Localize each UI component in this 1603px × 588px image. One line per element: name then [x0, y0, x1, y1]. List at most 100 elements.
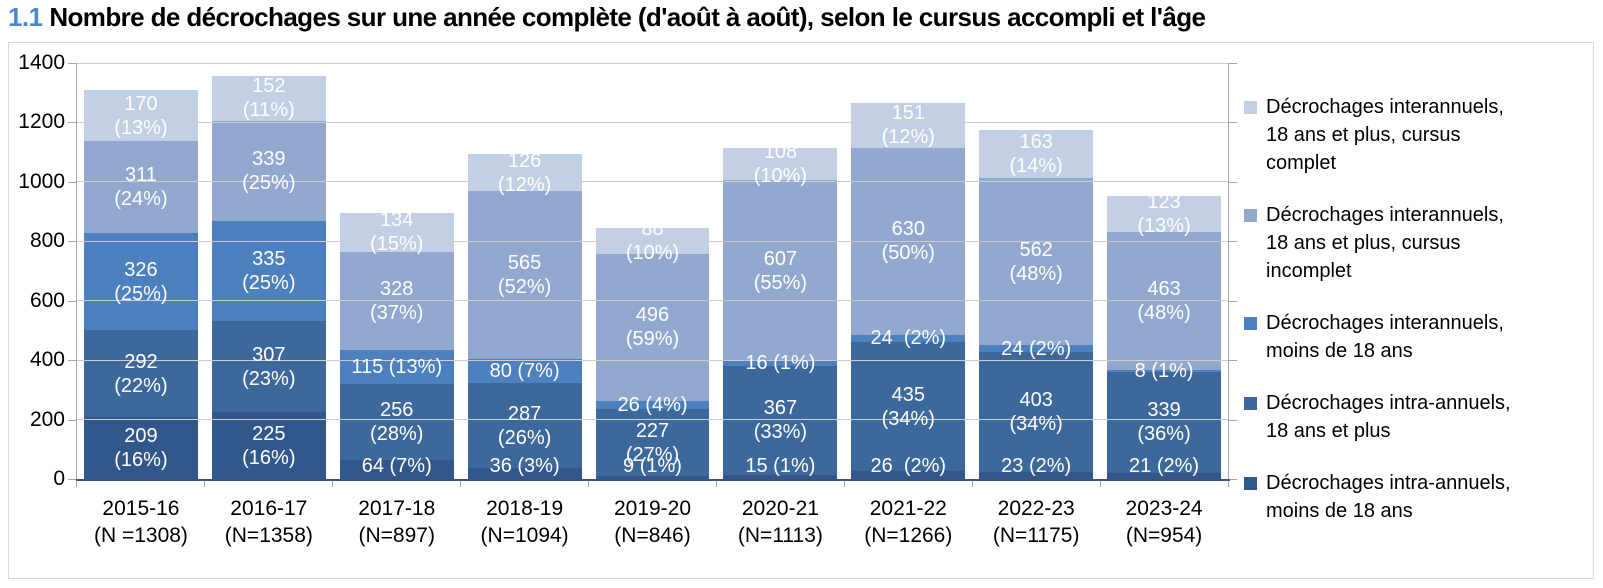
- y-tick-label: 400: [29, 348, 65, 372]
- x-category-label: 2015-16 (N =1308): [93, 497, 188, 547]
- bar-label: 170 (13%): [114, 92, 168, 139]
- gridline: [77, 181, 1228, 183]
- y-tick-right: [1229, 241, 1237, 243]
- x-axis-line: [76, 479, 1230, 481]
- x-tick: [972, 481, 973, 487]
- bar-label: 339 (36%): [1137, 399, 1191, 446]
- x-tick: [1100, 481, 1101, 487]
- chart-frame: 209 (16%) 292 (22%) 326 (25%) 311 (24%) 170 …: [8, 42, 1594, 579]
- bar-slot: 26 (2%) 435 (34%) 24 (2%) 630 (50%) 151 (12%…: [844, 63, 972, 479]
- y-tick-right: [1229, 63, 1237, 64]
- legend-label: Décrochages interannuels, 18 ans et plus…: [1266, 96, 1504, 174]
- y-tick-right: [1229, 122, 1237, 124]
- y-tick-right: [1229, 181, 1237, 183]
- y-axis-line: [76, 63, 77, 480]
- y-tick-label: 600: [29, 288, 65, 312]
- bar-slot: 209 (16%) 292 (22%) 326 (25%) 311 (24%) 170 …: [77, 63, 205, 479]
- bar-segment: 24 (2%): [979, 338, 1094, 360]
- gridline: [77, 300, 1228, 302]
- x-category-label: 2023-24 (N=954): [1125, 497, 1203, 547]
- y-tick-left: [68, 419, 76, 421]
- bar-label: 607 (55%): [753, 247, 808, 294]
- bar-segment: 108 (10%): [723, 141, 838, 187]
- bar-segment: 24 (2%): [851, 327, 966, 349]
- bar-label: 115 (13%): [351, 355, 443, 378]
- bar-segment: 435 (34%): [851, 342, 966, 472]
- bar-slot: 36 (3%) 287 (26%) 80 (7%) 565 (52%) 126 (12%…: [461, 63, 589, 479]
- x-tick: [76, 481, 77, 487]
- bar-label: 80 (7%): [489, 360, 560, 383]
- x-tick: [588, 481, 589, 487]
- bar-segment: 26 (4%): [595, 394, 710, 416]
- legend-item: Décrochages interannuels, moins de 18 an…: [1244, 309, 1579, 365]
- y-tick-right: [1229, 360, 1237, 362]
- gridline: [77, 419, 1228, 421]
- bar-slot: 225 (16%) 307 (23%) 335 (25%) 339 (25%) 152 …: [205, 63, 333, 479]
- legend-label: Décrochages intra-annuels, moins de 18 a…: [1266, 472, 1511, 522]
- legend-item: Décrochages interannuels, 18 ans et plus…: [1244, 201, 1579, 285]
- legend-label: Décrochages interannuels, moins de 18 an…: [1266, 312, 1504, 362]
- bar-segment: 170 (13%): [84, 90, 198, 141]
- bar-segment: 607 (55%): [723, 180, 838, 361]
- bar-label: 311 (24%): [114, 164, 168, 211]
- x-tick: [716, 481, 717, 487]
- bar-label: 292 (22%): [114, 350, 168, 397]
- bar-segment: 8 (1%): [1107, 360, 1221, 382]
- bar-label: 339 (25%): [242, 148, 296, 195]
- y-tick-left: [68, 181, 76, 183]
- legend-swatch-icon: [1244, 397, 1257, 410]
- x-labels: 2015-16 (N =1308) 2016-17 (N=1358) 2017-18…: [77, 495, 1228, 549]
- y-tick-left: [68, 122, 76, 124]
- bar-segment: 152 (11%): [211, 75, 326, 121]
- bar-segment: 151 (12%): [851, 102, 966, 148]
- legend-label: Décrochages interannuels, 18 ans et plus…: [1266, 204, 1504, 282]
- bar-label: 496 (59%): [625, 304, 680, 351]
- bar-segment: 311 (24%): [84, 140, 198, 234]
- legend-swatch-icon: [1244, 101, 1257, 114]
- bar-segment: 80 (7%): [467, 359, 582, 384]
- y-tick-label: 1000: [18, 169, 65, 193]
- bar-segment: 16 (1%): [723, 352, 838, 374]
- bar-label: 123 (13%): [1137, 190, 1191, 237]
- x-category-label: 2019-20 (N=846): [613, 497, 692, 547]
- y-tick-label: 800: [29, 229, 65, 253]
- y-tick-label: 1200: [18, 110, 65, 134]
- y-tick-label: 0: [53, 467, 65, 490]
- bar-slot: 21 (2%) 339 (36%) 8 (1%) 463 (48%) 123 (13%): [1100, 63, 1228, 479]
- chart-title-number: 1.1: [8, 2, 43, 32]
- bar-label: 151 (12%): [881, 102, 935, 149]
- x-category-label: 2017-18 (N=897): [358, 497, 436, 547]
- bar-segment: 496 (59%): [595, 253, 710, 402]
- gridline: [77, 62, 1228, 64]
- bar-label: 227 (27%): [625, 419, 680, 466]
- y-tick-right: [1229, 419, 1237, 421]
- bar-segment: 123 (13%): [1107, 191, 1221, 237]
- plot-right-border: [1228, 63, 1229, 480]
- bars-layer: 209 (16%) 292 (22%) 326 (25%) 311 (24%) 170 …: [77, 63, 1228, 479]
- legend-item: Décrochages intra-annuels, 18 ans et plu…: [1244, 389, 1579, 445]
- y-tick-left: [68, 241, 76, 243]
- bar-label: 403 (34%): [1009, 389, 1063, 436]
- x-category-label: 2016-17 (N=1358): [224, 497, 313, 547]
- x-tick: [460, 481, 461, 487]
- bar-slot: 64 (7%) 256 (28%) 115 (13%) 328 (37%) 134 (1…: [333, 63, 461, 479]
- bar-segment: 225 (16%): [211, 412, 326, 479]
- stacked-bar: 9 (1%) 227 (27%) 26 (4%) 496 (59%) 88 (10%): [595, 218, 710, 479]
- y-tick-label: 200: [29, 407, 65, 431]
- chart-title-text: Nombre de décrochages sur une année comp…: [49, 2, 1206, 32]
- bar-segment: 326 (25%): [84, 233, 198, 331]
- bar-label: 126 (12%): [497, 149, 552, 196]
- bar-segment: 36 (3%): [467, 455, 582, 479]
- bar-slot: 9 (1%) 227 (27%) 26 (4%) 496 (59%) 88 (10%): [589, 63, 717, 479]
- bar-slot: 23 (2%) 403 (34%) 24 (2%) 562 (48%) 163 (14%…: [972, 63, 1100, 479]
- chart-title: 1.1 Nombre de décrochages sur une année c…: [8, 2, 1206, 33]
- x-tick: [844, 481, 845, 487]
- bar-label: 209 (16%): [114, 424, 168, 471]
- stacked-bar: 64 (7%) 256 (28%) 115 (13%) 328 (37%) 134 (1…: [339, 209, 454, 479]
- bar-label: 335 (25%): [242, 248, 296, 295]
- bar-segment: 26 (2%): [851, 455, 966, 479]
- bar-segment: 307 (23%): [211, 320, 326, 413]
- bar-segment: 287 (26%): [467, 383, 582, 469]
- bar-label: 134 (15%): [370, 209, 424, 256]
